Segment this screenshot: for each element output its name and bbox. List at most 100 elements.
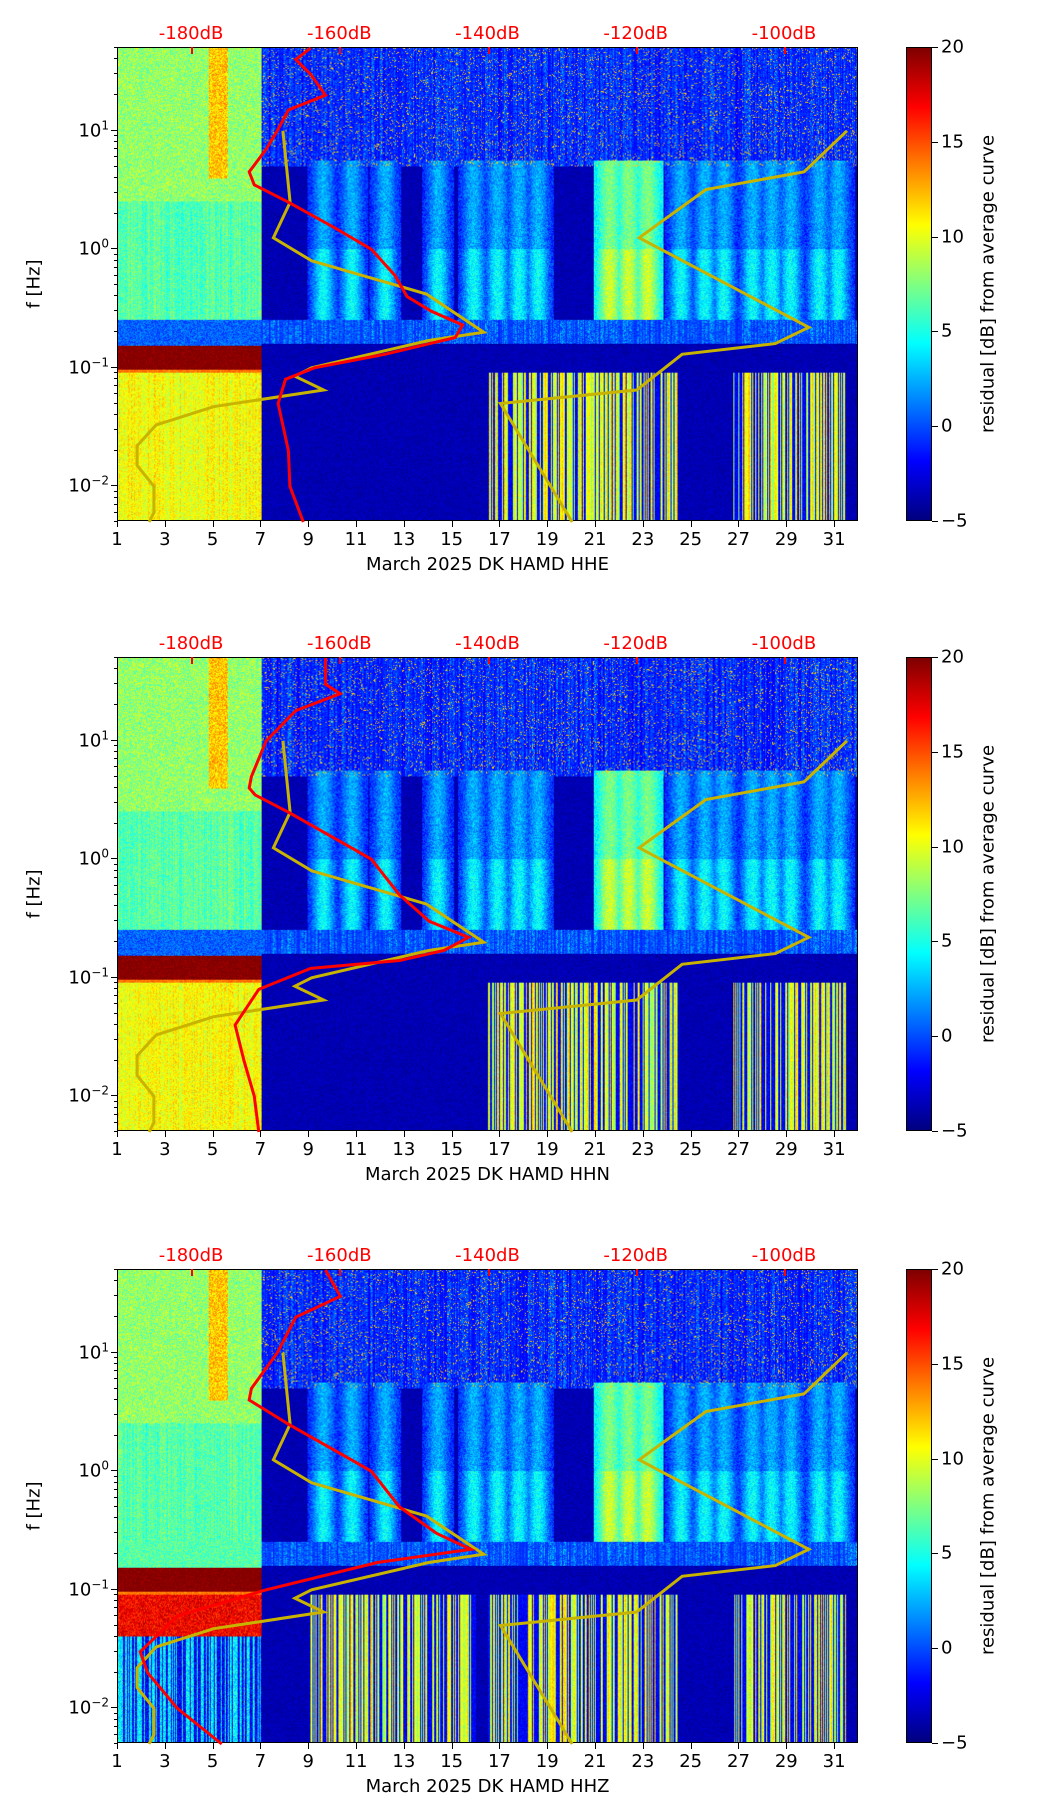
x-tick-mark xyxy=(356,521,358,527)
top-db-tick-label: -140dB xyxy=(455,1245,520,1266)
y-tick-mark xyxy=(114,1594,117,1596)
colorbar-tick-label: 0 xyxy=(941,1025,953,1047)
y-tick-mark xyxy=(111,366,117,368)
top-db-tick-label: -160dB xyxy=(306,23,372,44)
y-tick-base: 10 xyxy=(78,1460,102,1482)
y-tick-exponent: 1 xyxy=(101,1340,109,1355)
y-tick-mark xyxy=(114,863,117,865)
y-tick-mark xyxy=(114,1743,117,1744)
y-tick-base: 10 xyxy=(78,730,102,752)
colorbar-tick-mark xyxy=(932,1458,938,1460)
x-axis-label: March 2025 DK HAMD HHE xyxy=(366,554,609,575)
y-axis-label: f [Hz] xyxy=(23,869,45,919)
y-tick-mark xyxy=(114,982,117,984)
y-tick-mark xyxy=(114,1481,117,1483)
y-tick-exponent: 1 xyxy=(101,118,109,133)
x-tick-mark xyxy=(403,1131,405,1137)
colorbar xyxy=(906,47,932,521)
y-tick-mark xyxy=(114,1532,117,1534)
y-tick-mark xyxy=(114,941,117,943)
top-db-tick-label: -180dB xyxy=(158,23,224,44)
x-tick-label: 29 xyxy=(774,1139,798,1160)
y-tick-mark xyxy=(114,745,117,747)
top-db-tick-label: -140dB xyxy=(455,23,520,44)
y-tick-mark xyxy=(114,1650,117,1652)
x-tick-label: 21 xyxy=(583,529,607,550)
y-tick-mark xyxy=(114,156,117,158)
y-tick-label: 10−1 xyxy=(68,355,109,378)
y-tick-mark xyxy=(114,894,117,895)
y-tick-exponent: −2 xyxy=(91,1695,109,1710)
x-tick-label: 27 xyxy=(727,1751,750,1772)
x-tick-mark xyxy=(212,1743,214,1749)
y-tick-mark xyxy=(114,1269,117,1270)
colorbar-tick-mark xyxy=(932,521,938,522)
curves-overlay xyxy=(135,658,849,1133)
y-tick-mark xyxy=(111,1470,117,1472)
y-tick-mark xyxy=(114,1615,117,1617)
y-tick-mark xyxy=(114,1003,117,1005)
low-noise-model-line xyxy=(135,1352,488,1745)
x-tick-mark xyxy=(403,1743,405,1749)
x-tick-label: 23 xyxy=(631,1139,655,1160)
y-tick-label: 100 xyxy=(78,237,109,260)
x-tick-label: 29 xyxy=(774,529,798,550)
y-tick-mark xyxy=(114,1671,117,1673)
colorbar xyxy=(906,1269,932,1743)
x-tick-mark xyxy=(834,1131,836,1137)
x-tick-label: 31 xyxy=(822,529,846,550)
x-tick-mark xyxy=(738,1131,740,1137)
y-tick-base: 10 xyxy=(68,475,92,497)
x-tick-label: 25 xyxy=(679,529,703,550)
colorbar-tick-mark xyxy=(932,47,938,48)
y-tick-mark xyxy=(114,1295,117,1297)
y-tick-mark xyxy=(114,94,117,96)
x-tick-mark xyxy=(834,521,836,527)
x-tick-mark xyxy=(547,1131,549,1137)
y-tick-mark xyxy=(114,1100,117,1102)
x-tick-label: 7 xyxy=(254,1139,267,1160)
y-tick-mark xyxy=(114,995,117,997)
y-tick-base: 10 xyxy=(78,848,102,870)
y-tick-mark xyxy=(114,141,117,143)
top-db-tick-mark xyxy=(339,657,342,664)
y-tick-mark xyxy=(114,1131,117,1132)
y-tick-mark xyxy=(114,259,117,261)
x-tick-mark xyxy=(786,1131,788,1137)
y-tick-base: 10 xyxy=(68,1085,92,1107)
y-tick-mark xyxy=(114,683,117,685)
y-tick-mark xyxy=(114,284,117,285)
x-tick-label: 23 xyxy=(631,1751,655,1772)
x-tick-label: 27 xyxy=(727,529,750,550)
x-tick-mark xyxy=(786,521,788,527)
x-tick-label: 29 xyxy=(774,1751,798,1772)
x-tick-label: 9 xyxy=(302,1751,314,1772)
x-tick-label: 1 xyxy=(111,1751,123,1772)
x-tick-mark xyxy=(260,521,262,527)
y-tick-exponent: −2 xyxy=(91,1083,109,1098)
colorbar-tick-mark xyxy=(932,1553,938,1555)
x-tick-mark xyxy=(547,1743,549,1749)
y-tick-exponent: 1 xyxy=(101,728,109,743)
colorbar-tick-mark xyxy=(932,941,938,943)
top-db-tick-mark xyxy=(783,47,786,54)
x-tick-mark xyxy=(595,1743,597,1749)
x-tick-mark xyxy=(642,1743,644,1749)
y-tick-mark xyxy=(111,248,117,250)
y-tick-mark xyxy=(111,485,117,487)
y-tick-mark xyxy=(111,1095,117,1097)
x-tick-label: 21 xyxy=(583,1751,607,1772)
y-tick-mark xyxy=(114,1506,117,1507)
colorbar-tick-mark xyxy=(932,141,938,143)
y-tick-mark xyxy=(114,1712,117,1714)
x-tick-mark xyxy=(451,521,453,527)
y-tick-mark xyxy=(114,58,117,60)
x-tick-label: 21 xyxy=(583,1139,607,1160)
y-tick-mark xyxy=(114,988,117,990)
colorbar-tick-label: 15 xyxy=(941,131,964,153)
y-tick-mark xyxy=(114,253,117,255)
colorbar-tick-label: 15 xyxy=(941,1353,964,1375)
y-tick-mark xyxy=(114,378,117,380)
x-axis-label: March 2025 DK HAMD HHN xyxy=(364,1164,611,1185)
colorbar-tick-label: 10 xyxy=(941,836,964,858)
